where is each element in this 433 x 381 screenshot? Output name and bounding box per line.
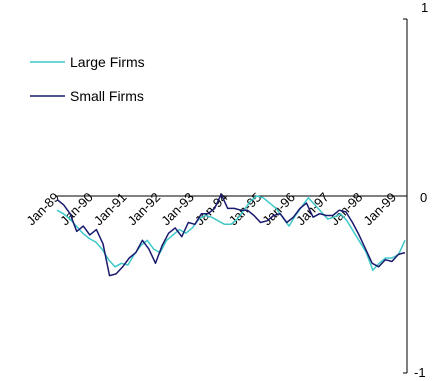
series-line-large-firms (56, 195, 406, 272)
x-tick-label: Jan-96 (259, 190, 298, 229)
x-tick-label: Jan-94 (192, 190, 231, 229)
legend-label-small-firms: Small Firms (70, 88, 144, 104)
x-tick-label: Jan-91 (91, 190, 130, 229)
legend-label-large-firms: Large Firms (70, 54, 145, 70)
y-tick-label: 0 (420, 190, 427, 205)
x-tick-label: Jan-89 (23, 190, 62, 229)
legend: Large Firms Small Firms (30, 54, 145, 104)
x-tick-label: Jan-92 (125, 190, 164, 229)
x-tick-label: Jan-93 (158, 190, 197, 229)
x-tick-label: Jan-98 (327, 190, 366, 229)
x-tick-label: Jan-99 (360, 190, 399, 229)
x-tick-label: Jan-90 (57, 190, 96, 229)
series-layer (56, 193, 406, 277)
series-line-small-firms (56, 193, 406, 277)
y-tick-label: -1 (414, 365, 426, 380)
y-tick-label: 1 (421, 0, 428, 15)
y-axis: 1 0 -1 (403, 0, 428, 380)
